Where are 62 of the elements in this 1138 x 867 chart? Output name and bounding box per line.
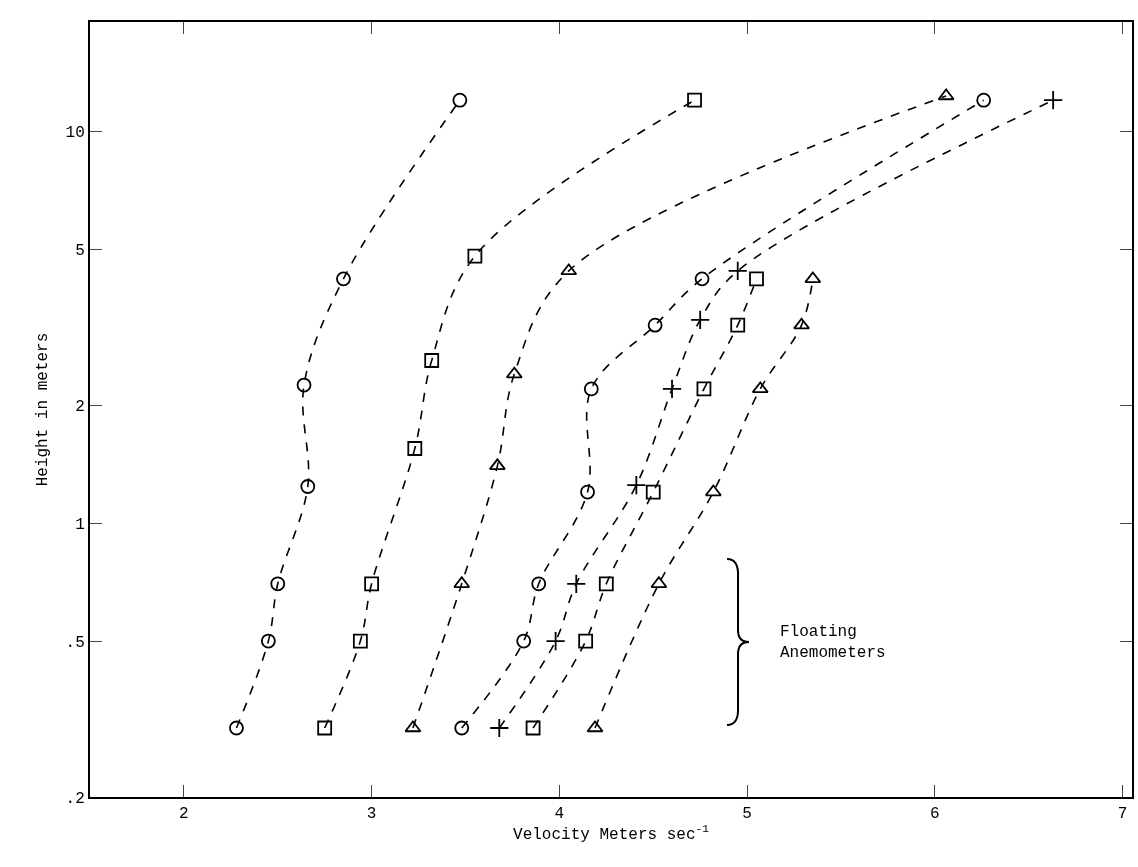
point xyxy=(229,720,244,736)
point xyxy=(580,484,595,500)
point xyxy=(489,718,510,738)
x-tick-label: 7 xyxy=(1117,805,1128,824)
point xyxy=(937,88,955,101)
point xyxy=(452,92,468,108)
point xyxy=(730,317,746,333)
point xyxy=(404,720,422,733)
point xyxy=(270,576,286,592)
point xyxy=(793,317,810,330)
point xyxy=(696,381,712,397)
point xyxy=(364,576,380,592)
point xyxy=(662,378,683,399)
y-tick-label: .2 xyxy=(65,789,85,808)
point xyxy=(516,633,532,649)
point xyxy=(1043,90,1064,111)
point xyxy=(751,381,769,394)
y-tick-label: 5 xyxy=(75,241,85,260)
y-tick-label: .5 xyxy=(65,633,85,652)
point xyxy=(424,353,440,368)
point xyxy=(566,573,587,594)
y-tick-label: 10 xyxy=(65,123,85,142)
y-tick-label: 2 xyxy=(75,397,85,416)
point xyxy=(560,263,578,276)
point xyxy=(545,631,566,652)
point xyxy=(749,271,764,287)
point xyxy=(598,576,614,592)
point xyxy=(260,633,276,649)
point xyxy=(694,271,710,287)
point xyxy=(976,92,992,108)
point xyxy=(804,271,822,284)
point xyxy=(531,576,547,592)
x-axis-title: Velocity Meters sec$^{-1}$ xyxy=(513,823,710,844)
point xyxy=(690,309,711,330)
x-tick-label: 6 xyxy=(930,805,940,824)
point xyxy=(578,633,594,649)
y-axis-title: Height in meters xyxy=(34,332,52,487)
x-tick-label: 3 xyxy=(366,805,377,824)
x-tick-label: 5 xyxy=(742,805,752,824)
point xyxy=(645,484,661,500)
point xyxy=(467,248,483,264)
point xyxy=(407,441,423,456)
point xyxy=(626,475,647,496)
y-tick-label: 1 xyxy=(75,515,85,534)
point xyxy=(300,479,316,494)
point xyxy=(352,633,368,649)
point xyxy=(727,260,748,281)
point xyxy=(336,271,351,287)
x-tick-label: 2 xyxy=(179,805,189,824)
point xyxy=(687,92,702,108)
point xyxy=(583,381,599,397)
point xyxy=(586,720,604,733)
annotation: Floating Anemometers xyxy=(780,623,886,662)
point xyxy=(296,377,312,393)
point xyxy=(647,317,663,333)
point xyxy=(317,720,333,736)
point xyxy=(454,720,470,736)
x-tick-label: 4 xyxy=(554,805,565,824)
point xyxy=(505,366,523,379)
point xyxy=(704,484,722,497)
point xyxy=(489,458,506,470)
point xyxy=(525,720,541,736)
